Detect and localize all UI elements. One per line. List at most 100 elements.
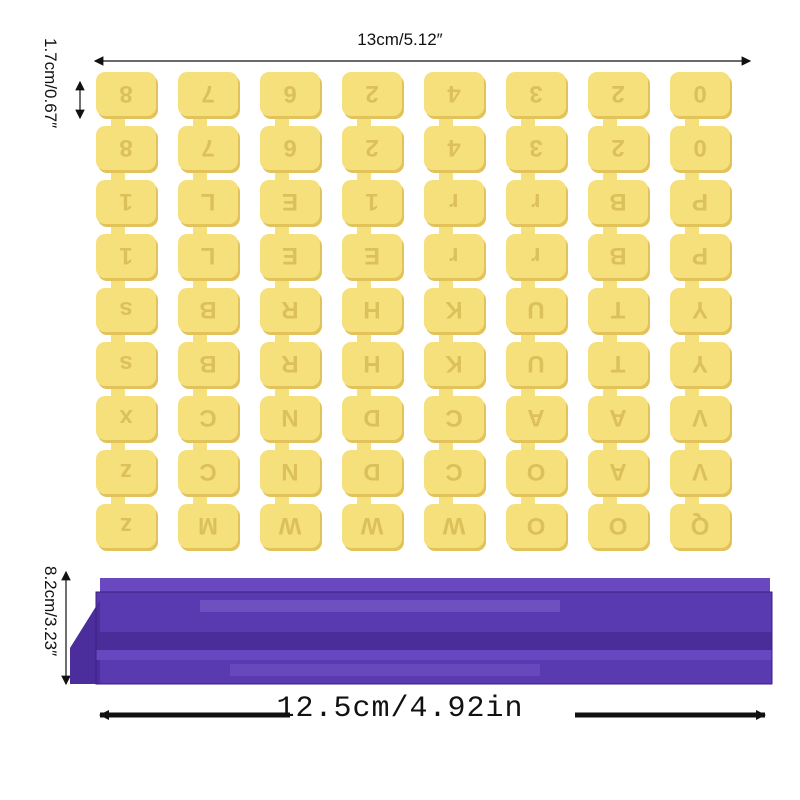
stamp-character: V (692, 458, 708, 485)
letter-stamp: 6 (260, 126, 322, 173)
letter-stamp: 0 (670, 72, 732, 119)
stamp-character: 7 (201, 80, 214, 107)
stamp-character: U (527, 296, 544, 323)
stamp-character: T (610, 296, 625, 323)
letter-stamp: W (424, 504, 486, 551)
letter-stamp: s (96, 342, 158, 389)
stamp-character: E (282, 188, 298, 215)
letter-stamp: 3 (506, 126, 568, 173)
letter-stamp: K (424, 288, 486, 335)
stamp-character: W (360, 512, 383, 539)
stamp-character: B (609, 242, 626, 269)
stamp-character: B (199, 350, 216, 377)
stamp-character: 0 (693, 80, 706, 107)
letter-stamp: R (260, 288, 322, 335)
stamp-character: U (527, 350, 544, 377)
stamp-character: 6 (283, 134, 296, 161)
letter-stamp: 1 (96, 234, 158, 281)
letter-stamp: H (342, 342, 404, 389)
letter-stamp: E (342, 234, 404, 281)
stamp-character: C (199, 404, 216, 431)
letter-stamp: T (588, 288, 650, 335)
letter-stamp: 1 (342, 180, 404, 227)
letter-stamp: 4 (424, 126, 486, 173)
letter-stamp: C (178, 450, 240, 497)
stamp-character: 2 (365, 80, 378, 107)
stamp-character: 8 (119, 134, 132, 161)
stamp-character: R (281, 296, 298, 323)
stamp-character: z (120, 458, 132, 485)
letter-stamp: r (424, 180, 486, 227)
letter-stamp: 7 (178, 72, 240, 119)
letter-stamp: K (424, 342, 486, 389)
letter-stamp: O (506, 504, 568, 551)
stamp-character: O (527, 512, 546, 539)
letter-stamp: B (588, 234, 650, 281)
top-width-label: 13cm/5.12″ (357, 30, 443, 49)
letter-stamp: U (506, 288, 568, 335)
letter-stamp: D (342, 450, 404, 497)
stamp-character: P (692, 242, 708, 269)
stamp-character: A (609, 404, 626, 431)
stamp-character: 4 (447, 80, 461, 107)
letter-stamp: x (96, 396, 158, 443)
letter-stamp: Y (670, 288, 732, 335)
letter-stamp: W (342, 504, 404, 551)
stamp-character: O (527, 458, 546, 485)
letter-stamp: z (96, 450, 158, 497)
stamp-character: r (531, 242, 540, 269)
stamp-character: r (449, 242, 458, 269)
stamp-character: R (281, 350, 298, 377)
stamp-character: 1 (119, 188, 132, 215)
stamp-character: s (119, 296, 132, 323)
letter-stamp: U (506, 342, 568, 389)
letter-stamp: 3 (506, 72, 568, 119)
stamp-character: Y (692, 350, 708, 377)
letter-stamp: W (260, 504, 322, 551)
stamp-character: r (449, 188, 458, 215)
letter-stamp: r (506, 180, 568, 227)
stamp-character: L (201, 242, 216, 269)
letter-stamp: D (342, 396, 404, 443)
stamp-character: C (445, 404, 462, 431)
letter-stamp: A (588, 450, 650, 497)
stamp-character: H (363, 296, 380, 323)
letter-stamp: B (178, 342, 240, 389)
letter-stamp: 2 (588, 126, 650, 173)
stamp-character: P (692, 188, 708, 215)
stamp-character: r (531, 188, 540, 215)
stamp-character: s (119, 350, 132, 377)
bar-width-label: 12.5cm/4.92in (276, 692, 524, 726)
stamp-character: 7 (201, 134, 214, 161)
letter-stamp: C (424, 396, 486, 443)
letter-stamp: P (670, 234, 732, 281)
letter-stamp: T (588, 342, 650, 389)
letter-stamp: R (260, 342, 322, 389)
letter-stamp: r (506, 234, 568, 281)
stamp-character: x (119, 404, 133, 431)
letter-stamp: N (260, 396, 322, 443)
letter-stamp: A (506, 396, 568, 443)
letter-stamp: C (178, 396, 240, 443)
stamp-character: D (363, 458, 380, 485)
letter-stamp: V (670, 450, 732, 497)
letter-stamp: 2 (342, 72, 404, 119)
stamp-character: B (609, 188, 626, 215)
stamp-character: 1 (365, 188, 378, 215)
letter-stamp: z (96, 504, 158, 551)
stamp-character: K (445, 296, 463, 323)
stamp-character: O (609, 512, 628, 539)
stamp-character: Q (691, 512, 710, 539)
stamp-character: 2 (611, 134, 624, 161)
stamp-character: 2 (611, 80, 624, 107)
letter-stamp: B (588, 180, 650, 227)
letter-stamp: 2 (588, 72, 650, 119)
stamp-character: A (609, 458, 626, 485)
stamp-character: W (278, 512, 301, 539)
letter-stamp: Y (670, 342, 732, 389)
stamp-character: B (199, 296, 216, 323)
stamp-character: N (281, 404, 298, 431)
stamp-character: E (282, 242, 298, 269)
stamp-character: A (527, 404, 544, 431)
letter-stamp: 8 (96, 72, 158, 119)
